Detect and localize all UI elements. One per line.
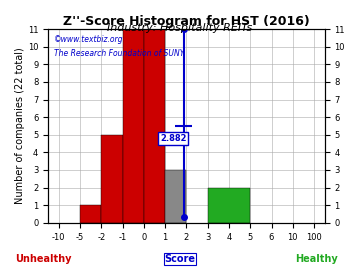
Text: The Research Foundation of SUNY: The Research Foundation of SUNY [54, 49, 184, 58]
Bar [208, 188, 250, 223]
Bar [122, 29, 144, 223]
Title: Z''-Score Histogram for HST (2016): Z''-Score Histogram for HST (2016) [63, 15, 310, 28]
Text: Unhealthy: Unhealthy [15, 254, 71, 264]
Bar [144, 29, 165, 223]
Bar [80, 205, 101, 223]
Text: ©www.textbiz.org: ©www.textbiz.org [54, 35, 123, 44]
Text: Score: Score [165, 254, 195, 264]
Y-axis label: Number of companies (22 total): Number of companies (22 total) [15, 48, 25, 204]
Bar [101, 135, 122, 223]
Bar [165, 170, 186, 223]
Text: Industry: Hospitality REITs: Industry: Hospitality REITs [107, 23, 253, 33]
Text: Healthy: Healthy [296, 254, 338, 264]
Text: 2.882: 2.882 [160, 134, 186, 143]
